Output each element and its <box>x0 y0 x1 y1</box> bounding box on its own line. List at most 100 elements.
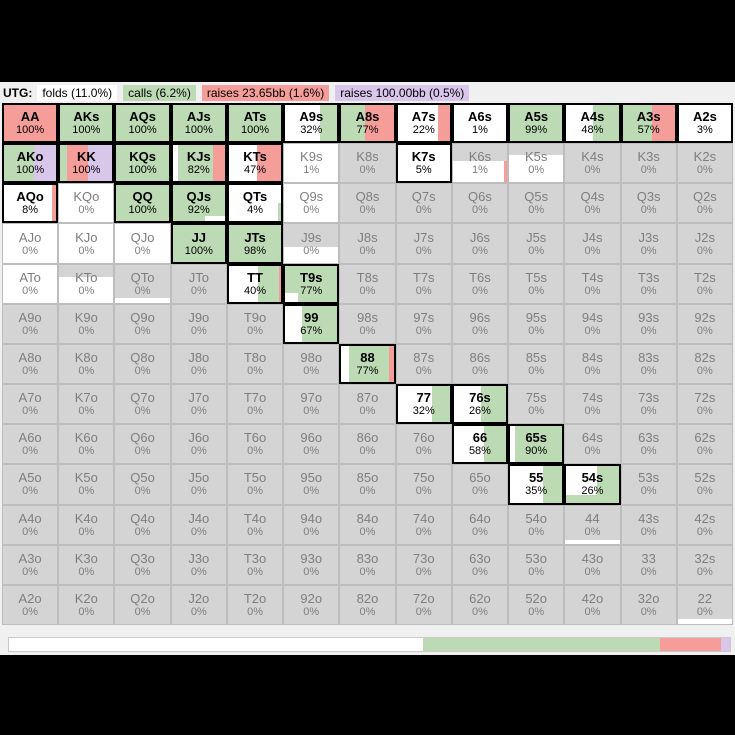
hand-cell-73o[interactable]: 73o 0% <box>395 544 452 585</box>
hand-cell-QJo[interactable]: QJo 0% <box>114 223 171 264</box>
hand-cell-AQo[interactable]: AQo 8% <box>2 183 59 224</box>
hand-cell-63o[interactable]: 63o 0% <box>451 544 509 585</box>
hand-cell-75s[interactable]: 75s 0% <box>508 384 565 425</box>
hand-cell-K2s[interactable]: K2s 0% <box>676 143 733 184</box>
hand-cell-QQ[interactable]: QQ 100% <box>114 183 171 224</box>
hand-cell-75o[interactable]: 75o 0% <box>395 464 452 505</box>
hand-cell-K5o[interactable]: K5o 0% <box>58 464 115 505</box>
hand-cell-Q8s[interactable]: Q8s 0% <box>339 183 396 224</box>
hand-cell-KQo[interactable]: KQo 0% <box>58 183 115 224</box>
hand-cell-77[interactable]: 77 32% <box>395 384 452 425</box>
hand-cell-J4o[interactable]: J4o 0% <box>170 504 227 545</box>
hand-cell-QTs[interactable]: QTs 4% <box>226 183 284 224</box>
hand-cell-95s[interactable]: 95s 0% <box>508 303 565 344</box>
hand-cell-K9s[interactable]: K9s 1% <box>283 143 340 184</box>
hand-cell-66[interactable]: 66 58% <box>451 424 509 465</box>
hand-cell-Q5o[interactable]: Q5o 0% <box>114 464 171 505</box>
hand-cell-Q9o[interactable]: Q9o 0% <box>114 303 171 344</box>
hand-cell-Q5s[interactable]: Q5s 0% <box>508 183 565 224</box>
hand-cell-QTo[interactable]: QTo 0% <box>114 263 171 304</box>
hand-cell-32s[interactable]: 32s 0% <box>676 544 733 585</box>
hand-cell-Q3s[interactable]: Q3s 0% <box>620 183 677 224</box>
hand-cell-J2s[interactable]: J2s 0% <box>676 223 733 264</box>
hand-cell-T5o[interactable]: T5o 0% <box>226 464 284 505</box>
hand-cell-K4o[interactable]: K4o 0% <box>58 504 115 545</box>
hand-cell-J8s[interactable]: J8s 0% <box>339 223 396 264</box>
hand-cell-93s[interactable]: 93s 0% <box>620 303 677 344</box>
hand-cell-92s[interactable]: 92s 0% <box>676 303 733 344</box>
hand-cell-T8s[interactable]: T8s 0% <box>339 263 396 304</box>
hand-cell-A5o[interactable]: A5o 0% <box>2 464 59 505</box>
hand-cell-76s[interactable]: 76s 26% <box>451 384 509 425</box>
hand-cell-KJo[interactable]: KJo 0% <box>58 223 115 264</box>
hand-cell-J3o[interactable]: J3o 0% <box>170 544 227 585</box>
hand-cell-AJo[interactable]: AJo 0% <box>2 223 59 264</box>
hand-cell-AQs[interactable]: AQs 100% <box>114 103 171 144</box>
hand-cell-KJs[interactable]: KJs 82% <box>170 143 227 184</box>
hand-cell-JJ[interactable]: JJ 100% <box>170 223 227 264</box>
hand-cell-93o[interactable]: 93o 0% <box>283 544 340 585</box>
hand-cell-T2s[interactable]: T2s 0% <box>676 263 733 304</box>
hand-cell-T9s[interactable]: T9s 77% <box>283 263 340 304</box>
hand-cell-T6s[interactable]: T6s 0% <box>451 263 509 304</box>
hand-cell-JTs[interactable]: JTs 98% <box>226 223 284 264</box>
hand-cell-T5s[interactable]: T5s 0% <box>508 263 565 304</box>
hand-cell-K6s[interactable]: K6s 1% <box>451 143 509 184</box>
hand-cell-83o[interactable]: 83o 0% <box>339 544 396 585</box>
hand-cell-K6o[interactable]: K6o 0% <box>58 424 115 465</box>
hand-cell-ATo[interactable]: ATo 0% <box>2 263 59 304</box>
hand-cell-ATs[interactable]: ATs 100% <box>226 103 284 144</box>
hand-cell-76o[interactable]: 76o 0% <box>395 424 452 465</box>
hand-cell-72o[interactable]: 72o 0% <box>395 584 452 625</box>
hand-cell-32o[interactable]: 32o 0% <box>620 584 677 625</box>
action-chip-1[interactable]: calls (6.2%) <box>123 84 196 101</box>
hand-cell-J6o[interactable]: J6o 0% <box>170 424 227 465</box>
hand-cell-AA[interactable]: AA 100% <box>2 103 59 144</box>
hand-cell-A3s[interactable]: A3s 57% <box>620 103 677 144</box>
hand-cell-K3o[interactable]: K3o 0% <box>58 544 115 585</box>
hand-cell-J3s[interactable]: J3s 0% <box>620 223 677 264</box>
hand-cell-97s[interactable]: 97s 0% <box>395 303 452 344</box>
action-chip-2[interactable]: raises 23.65bb (1.6%) <box>201 84 330 101</box>
hand-cell-TT[interactable]: TT 40% <box>226 263 284 304</box>
hand-cell-97o[interactable]: 97o 0% <box>283 384 340 425</box>
hand-cell-T4o[interactable]: T4o 0% <box>226 504 284 545</box>
hand-cell-KK[interactable]: KK 100% <box>58 143 115 184</box>
hand-cell-86s[interactable]: 86s 0% <box>451 343 509 385</box>
hand-cell-J9s[interactable]: J9s 0% <box>283 223 340 264</box>
hand-cell-Q8o[interactable]: Q8o 0% <box>114 343 171 385</box>
hand-cell-99[interactable]: 99 67% <box>283 303 340 344</box>
hand-cell-74s[interactable]: 74s 0% <box>564 384 621 425</box>
hand-cell-K4s[interactable]: K4s 0% <box>564 143 621 184</box>
hand-cell-T6o[interactable]: T6o 0% <box>226 424 284 465</box>
hand-cell-T2o[interactable]: T2o 0% <box>226 584 284 625</box>
hand-cell-95o[interactable]: 95o 0% <box>283 464 340 505</box>
hand-cell-J7o[interactable]: J7o 0% <box>170 384 227 425</box>
hand-cell-T8o[interactable]: T8o 0% <box>226 343 284 385</box>
hand-cell-QJs[interactable]: QJs 92% <box>170 183 227 224</box>
hand-cell-Q7s[interactable]: Q7s 0% <box>395 183 452 224</box>
hand-cell-A5s[interactable]: A5s 99% <box>508 103 565 144</box>
hand-cell-A9s[interactable]: A9s 32% <box>283 103 340 144</box>
hand-cell-44[interactable]: 44 0% <box>564 504 621 545</box>
hand-cell-K8o[interactable]: K8o 0% <box>58 343 115 385</box>
hand-cell-55[interactable]: 55 35% <box>508 464 565 505</box>
hand-cell-53s[interactable]: 53s 0% <box>620 464 677 505</box>
action-chip-3[interactable]: raises 100.00bb (0.5%) <box>335 84 470 101</box>
hand-cell-53o[interactable]: 53o 0% <box>508 544 565 585</box>
hand-cell-82o[interactable]: 82o 0% <box>339 584 396 625</box>
hand-cell-A8s[interactable]: A8s 77% <box>339 103 396 144</box>
hand-cell-Q2o[interactable]: Q2o 0% <box>114 584 171 625</box>
hand-cell-87o[interactable]: 87o 0% <box>339 384 396 425</box>
hand-cell-T3s[interactable]: T3s 0% <box>620 263 677 304</box>
hand-cell-J7s[interactable]: J7s 0% <box>395 223 452 264</box>
hand-cell-86o[interactable]: 86o 0% <box>339 424 396 465</box>
hand-cell-A6s[interactable]: A6s 1% <box>451 103 509 144</box>
hand-cell-A7s[interactable]: A7s 22% <box>395 103 452 144</box>
hand-cell-AKs[interactable]: AKs 100% <box>58 103 115 144</box>
hand-cell-AKo[interactable]: AKo 100% <box>2 143 59 184</box>
hand-cell-KTo[interactable]: KTo 0% <box>58 263 115 304</box>
hand-cell-Q9s[interactable]: Q9s 0% <box>283 183 340 224</box>
hand-cell-42o[interactable]: 42o 0% <box>564 584 621 625</box>
hand-cell-54o[interactable]: 54o 0% <box>508 504 565 545</box>
